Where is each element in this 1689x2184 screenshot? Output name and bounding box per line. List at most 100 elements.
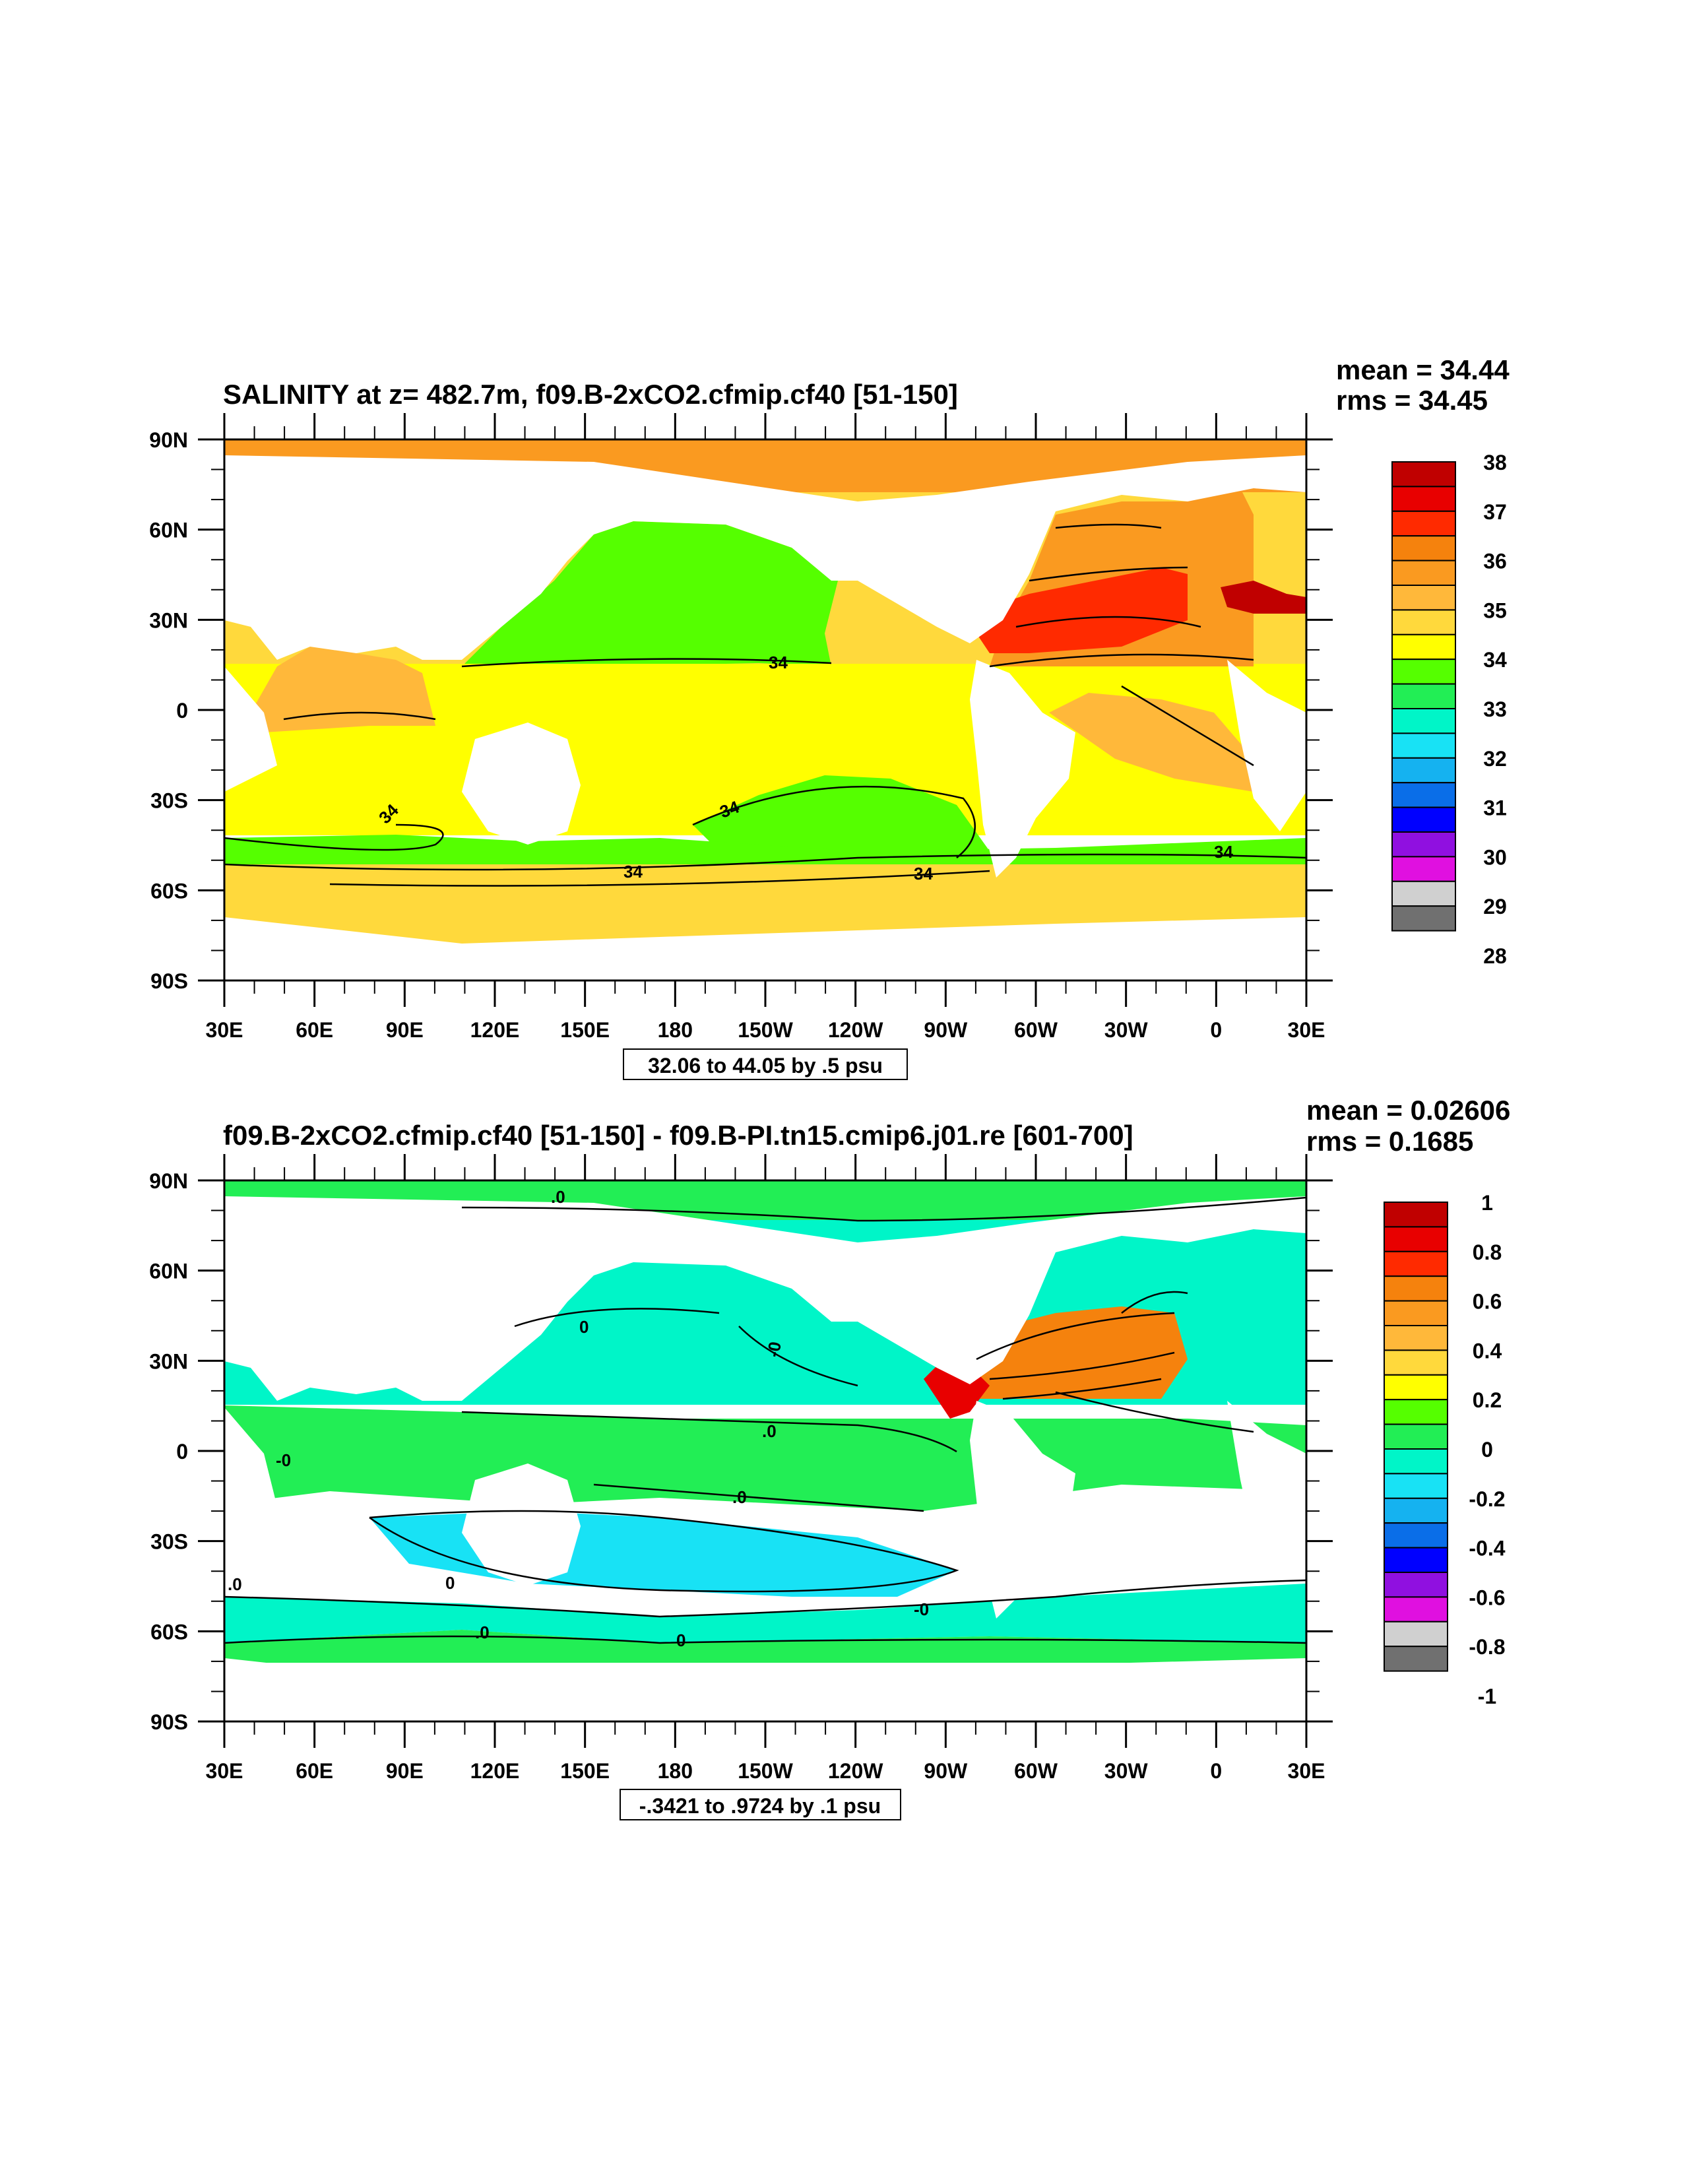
colorbar-label: -0.8 [1469, 1635, 1505, 1659]
colorbar-label: 0.2 [1473, 1388, 1502, 1412]
colorbar-box [1391, 461, 1456, 488]
lon-label: 30E [1288, 1018, 1325, 1042]
panel-2-lon-axis: 30E 60E 90E 120E 150E 180 150W 120W 90W 60W 30W 0 30… [206, 1154, 1325, 1783]
colorbar-box [1391, 880, 1456, 907]
lon-label: 120E [470, 1759, 520, 1783]
colorbar-box [1384, 1572, 1448, 1598]
lon-label: 120W [828, 1759, 883, 1783]
antarctic-green [224, 1630, 1306, 1663]
lon-label: 90W [924, 1018, 968, 1042]
colorbar-box [1391, 831, 1456, 858]
lon-label: 150E [560, 1018, 610, 1042]
colorbar-box [1391, 806, 1456, 833]
south-atlantic-orange [1049, 693, 1254, 792]
contour-label: .0 [762, 1421, 777, 1441]
land-africa-east [1227, 660, 1306, 831]
colorbar-label: 35 [1483, 598, 1507, 622]
colorbar-box [1384, 1547, 1448, 1574]
lon-label: 90E [386, 1018, 424, 1042]
colorbar-label: 31 [1483, 796, 1507, 820]
panel-2: f09.B-2xCO2.cfmip.cf40 [51-150] - f09.B-… [149, 1095, 1510, 1820]
lat-label: 60S [150, 879, 188, 903]
colorbar-box [1391, 782, 1456, 808]
panel-1-info-box [623, 1048, 908, 1080]
colorbar-box [1384, 1374, 1448, 1401]
colorbar-box [1384, 1349, 1448, 1376]
land-antarctica [224, 917, 1306, 980]
panel-2-contour-labels: .0 0 .0 -0 .0 -0 .0 .0 0 -0 0 [228, 1187, 929, 1650]
lat-label: 60N [149, 519, 188, 542]
land-north [224, 455, 1306, 660]
colorbar-label: -0.4 [1469, 1537, 1505, 1560]
south-pacific-green [693, 775, 990, 858]
lat-label: 90N [149, 1169, 188, 1193]
colorbar-label: -1 [1478, 1685, 1496, 1708]
lon-label: 120W [828, 1018, 883, 1042]
lat-label: 90N [149, 428, 188, 452]
lat-label: 0 [176, 699, 188, 723]
panel-2-mean: mean = 0.02606 [1306, 1095, 1510, 1126]
land-south-america [970, 1401, 1075, 1619]
lon-label: 60W [1014, 1759, 1058, 1783]
lon-label: 0 [1210, 1759, 1222, 1783]
lon-label: 60E [296, 1018, 333, 1042]
colorbar-box [1391, 633, 1456, 660]
colorbar-label: 1 [1481, 1191, 1493, 1215]
contour-label: .0 [551, 1187, 565, 1207]
southern-ocean-green [224, 835, 1306, 871]
contour-label: -0 [914, 1599, 929, 1619]
colorbar-box [1391, 535, 1456, 562]
colorbar-box [1384, 1497, 1448, 1524]
lon-label: 30E [1288, 1759, 1325, 1783]
colorbar-label: 0.8 [1473, 1240, 1502, 1264]
land-africa-east [1227, 1401, 1306, 1572]
contour-label: -0 [276, 1450, 291, 1470]
panel-2-info-box [620, 1789, 901, 1820]
lon-label: 30W [1104, 1018, 1149, 1042]
panel-1-contour-info: 32.06 to 44.05 by .5 psu [648, 1054, 883, 1077]
colorbar-label: 37 [1483, 500, 1507, 524]
panel-2-map: .0 0 .0 -0 .0 -0 .0 .0 0 -0 0 [224, 1180, 1306, 1721]
lon-label: 60E [296, 1759, 333, 1783]
colorbar-label: 0.4 [1473, 1339, 1502, 1363]
contour-label: 0 [579, 1317, 589, 1337]
colorbar-box [1384, 1621, 1448, 1648]
colorbar-box [1384, 1275, 1448, 1302]
south-pacific-light [369, 1511, 957, 1597]
colorbar-label: 38 [1483, 451, 1507, 474]
land-africa [224, 1407, 277, 1533]
colorbar-box [1384, 1473, 1448, 1499]
contour-label: 0 [676, 1630, 685, 1650]
contour-label: 34 [769, 653, 788, 672]
colorbar-box [1384, 1596, 1448, 1622]
land-africa [224, 666, 277, 792]
colorbar-box [1384, 1399, 1448, 1425]
colorbar-box [1391, 683, 1456, 709]
contour-label: -0 [763, 1340, 785, 1359]
colorbar-box [1384, 1423, 1448, 1450]
lon-label: 90E [386, 1759, 424, 1783]
colorbar-box [1384, 1226, 1448, 1252]
panel-2-rms: rms = 0.1685 [1306, 1126, 1473, 1157]
colorbar-box [1384, 1448, 1448, 1475]
contour-label: 34 [1214, 842, 1233, 862]
lat-label: 90S [150, 1710, 188, 1734]
indian-ocean-orange [251, 647, 435, 732]
lat-label: 60S [150, 1620, 188, 1644]
contour-label: 34 [914, 864, 933, 883]
colorbar-box [1391, 732, 1456, 759]
colorbar-label: 0.6 [1473, 1290, 1502, 1314]
contour-label: .0 [732, 1487, 747, 1507]
colorbar-label: -0.6 [1469, 1586, 1505, 1609]
contour-label: .0 [228, 1574, 242, 1594]
land [224, 455, 1306, 980]
panel-2-colorbar: 1 0.8 0.6 0.4 0.2 0 -0.2 -0.4 -0.6 -0.8 -1 [1384, 1191, 1506, 1708]
panel-1: SALINITY at z= 482.7m, f09.B-2xCO2.cfmip… [149, 354, 1510, 1080]
panel-1-map: 34 34 34 34 34 34 [224, 439, 1306, 980]
colorbar-label: 34 [1483, 648, 1507, 672]
lon-label: 150W [738, 1759, 793, 1783]
panel-1-title: SALINITY at z= 482.7m, f09.B-2xCO2.cfmip… [223, 379, 958, 410]
contour-label: .0 [475, 1622, 490, 1642]
lon-label: 0 [1210, 1018, 1222, 1042]
land [224, 1196, 1306, 1721]
